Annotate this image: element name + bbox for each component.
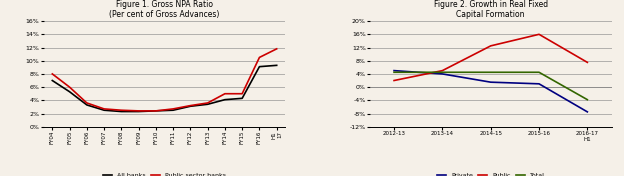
Line: Private: Private	[394, 71, 587, 112]
All banks	[66, 91, 73, 93]
All banks	[49, 80, 56, 82]
Public	[487, 45, 494, 47]
All banks	[135, 111, 142, 113]
Public sector banks	[256, 56, 263, 58]
Public	[390, 80, 397, 82]
All banks	[204, 103, 212, 105]
All banks	[221, 99, 228, 101]
All banks	[117, 111, 125, 113]
All banks	[152, 110, 160, 112]
Public sector banks	[135, 110, 142, 112]
All banks	[187, 105, 194, 107]
Private	[535, 83, 543, 85]
Line: Public: Public	[394, 34, 587, 81]
Public	[535, 33, 543, 35]
Public sector banks	[83, 102, 90, 104]
All banks	[238, 97, 246, 99]
Public sector banks	[49, 73, 56, 75]
Total	[535, 71, 543, 73]
Public	[583, 61, 591, 63]
Public sector banks	[169, 108, 177, 110]
All banks	[256, 66, 263, 68]
Private	[439, 73, 446, 75]
Public sector banks	[66, 86, 73, 88]
Public sector banks	[100, 108, 108, 110]
All banks	[169, 109, 177, 111]
Total	[487, 71, 494, 73]
All banks	[273, 64, 280, 66]
Title: Figure 2. Growth in Real Fixed
Capital Formation: Figure 2. Growth in Real Fixed Capital F…	[434, 0, 548, 19]
Public sector banks	[204, 102, 212, 104]
Total	[390, 71, 397, 73]
Public sector banks	[187, 105, 194, 107]
Private	[583, 111, 591, 113]
Legend: Private, Public, Total: Private, Public, Total	[434, 170, 547, 176]
Public sector banks	[238, 93, 246, 95]
Public sector banks	[152, 110, 160, 112]
Public sector banks	[221, 93, 228, 95]
Line: Public sector banks: Public sector banks	[52, 49, 276, 111]
Public	[439, 70, 446, 72]
Total	[583, 99, 591, 101]
Private	[487, 81, 494, 83]
Private	[390, 70, 397, 72]
Line: Total: Total	[394, 72, 587, 100]
Public sector banks	[117, 109, 125, 111]
Line: All banks: All banks	[52, 65, 276, 112]
All banks	[83, 104, 90, 106]
Public sector banks	[273, 48, 280, 50]
Legend: All banks, Public sector banks: All banks, Public sector banks	[100, 170, 228, 176]
Total	[439, 71, 446, 73]
Title: Figure 1. Gross NPA Ratio
(Per cent of Gross Advances): Figure 1. Gross NPA Ratio (Per cent of G…	[109, 0, 220, 19]
All banks	[100, 109, 108, 111]
